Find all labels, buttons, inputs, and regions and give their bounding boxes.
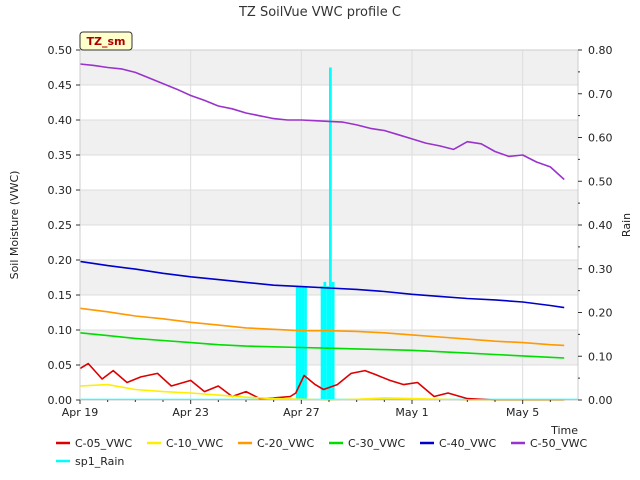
y-tick-label: 0.15 — [48, 289, 73, 302]
y2-tick-label: 0.50 — [588, 175, 613, 188]
rain-bar — [326, 286, 329, 400]
y-tick-label: 0.25 — [48, 219, 73, 232]
y2-tick-label: 0.30 — [588, 263, 613, 276]
badge-label: TZ_sm — [87, 35, 126, 48]
legend-label: C-10_VWC — [166, 437, 224, 450]
x-tick-label: Apr 23 — [172, 406, 209, 419]
series-line-C-40_VWC — [79, 260, 565, 309]
y2-tick-label: 0.00 — [588, 394, 613, 407]
y-tick-label: 0.40 — [48, 114, 73, 127]
legend: C-05_VWC C-10_VWC C-20_VWC C-30_VWC C-40_VWC… — [56, 437, 588, 468]
chart-title: TZ SoilVue VWC profile C — [238, 5, 401, 20]
y-axis-title: Soil Moisture (VWC) — [8, 171, 21, 280]
y-tick-label: 0.05 — [48, 359, 73, 372]
x-tick-label: Apr 27 — [283, 406, 320, 419]
legend-label: C-20_VWC — [257, 437, 315, 450]
rain-bar — [331, 281, 335, 400]
y-tick-label: 0.50 — [48, 44, 73, 57]
x-tick-label: May 1 — [395, 406, 428, 419]
y-tick-label: 0.00 — [48, 394, 73, 407]
y2-axis-title: Rain — [620, 213, 633, 237]
series-line-C-50_VWC — [79, 63, 565, 181]
legend-label: C-30_VWC — [348, 437, 406, 450]
series-line-C-05_VWC — [79, 362, 565, 401]
y2-tick-label: 0.20 — [588, 307, 613, 320]
y-tick-label: 0.30 — [48, 184, 73, 197]
legend-label: C-05_VWC — [75, 437, 133, 450]
x-tick-label: May 5 — [506, 406, 539, 419]
y-axis-ticks: 0.00 0.05 0.10 0.15 0.20 0.25 0.30 0.35 0.40 0.45… — [48, 44, 80, 407]
legend-label: C-50_VWC — [530, 437, 588, 450]
y2-tick-label: 0.40 — [588, 219, 613, 232]
x-axis-title: Time — [550, 424, 578, 437]
badge-box — [79, 31, 133, 51]
rain-bar — [295, 286, 299, 400]
rain-bar — [329, 67, 332, 400]
y2-tick-label: 0.60 — [588, 132, 613, 145]
y2-tick-label: 0.70 — [588, 88, 613, 101]
rain-bar — [301, 286, 305, 400]
badge: TZ_sm — [79, 31, 133, 51]
rain-bar — [320, 286, 324, 400]
y-tick-label: 0.10 — [48, 324, 73, 337]
legend-label: C-40_VWC — [439, 437, 497, 450]
rain-bar — [323, 281, 327, 400]
y-tick-label: 0.20 — [48, 254, 73, 267]
y-tick-label: 0.45 — [48, 79, 73, 92]
x-tick-label: Apr 19 — [62, 406, 99, 419]
y2-tick-label: 0.80 — [588, 44, 613, 57]
rain-bar — [304, 286, 307, 400]
x-axis-ticks: Apr 19 Apr 23 Apr 27 May 1 May 5 — [62, 400, 551, 419]
y2-tick-label: 0.10 — [588, 350, 613, 363]
series-line-C-30_VWC — [79, 332, 565, 359]
rain-bar — [298, 286, 302, 400]
series-line-C-20_VWC — [79, 307, 565, 347]
y-tick-label: 0.35 — [48, 149, 73, 162]
legend-label: sp1_Rain — [75, 455, 124, 468]
y2-axis-ticks: 0.00 0.10 0.20 0.30 0.40 0.50 0.60 0.70 0.80 — [578, 44, 613, 407]
